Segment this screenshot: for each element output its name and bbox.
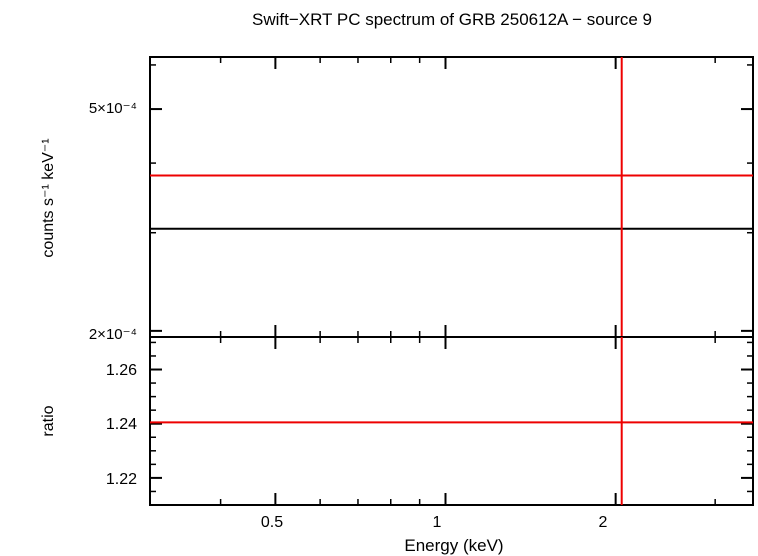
spectrum-series bbox=[150, 57, 753, 337]
ratio-y-tick-label-1-26: 1.26 bbox=[106, 362, 137, 379]
ratio-y-tick-label-1-24: 1.24 bbox=[106, 416, 137, 433]
ratio-panel: 1.26 1.24 1.22 ratio 0.5 1 2 Energy (keV… bbox=[40, 336, 754, 555]
chart-title: Swift−XRT PC spectrum of GRB 250612A − s… bbox=[252, 10, 652, 29]
spectrum-y-tick-label-5e-4: 5×10⁻⁴ bbox=[89, 100, 137, 117]
x-tick-label-0-5: 0.5 bbox=[261, 514, 283, 531]
spectrum-panel-frame bbox=[149, 56, 754, 338]
x-tick-label-2: 2 bbox=[599, 514, 608, 531]
ratio-panel-frame bbox=[149, 336, 754, 506]
ratio-ticks bbox=[149, 337, 753, 505]
ratio-y-tick-label-1-22: 1.22 bbox=[106, 471, 137, 488]
ratio-series bbox=[150, 337, 753, 505]
x-axis-label: Energy (keV) bbox=[404, 536, 503, 555]
spectrum-y-axis-label: counts s⁻¹ keV⁻¹ bbox=[40, 138, 57, 257]
spectrum-y-tick-label-2e-4: 2×10⁻⁴ bbox=[89, 326, 137, 343]
spectrum-ticks bbox=[149, 57, 753, 337]
spectrum-panel: 5×10⁻⁴ 2×10⁻⁴ counts s⁻¹ keV⁻¹ bbox=[40, 56, 754, 343]
x-tick-label-1: 1 bbox=[433, 514, 442, 531]
ratio-y-axis-label: ratio bbox=[40, 405, 57, 436]
